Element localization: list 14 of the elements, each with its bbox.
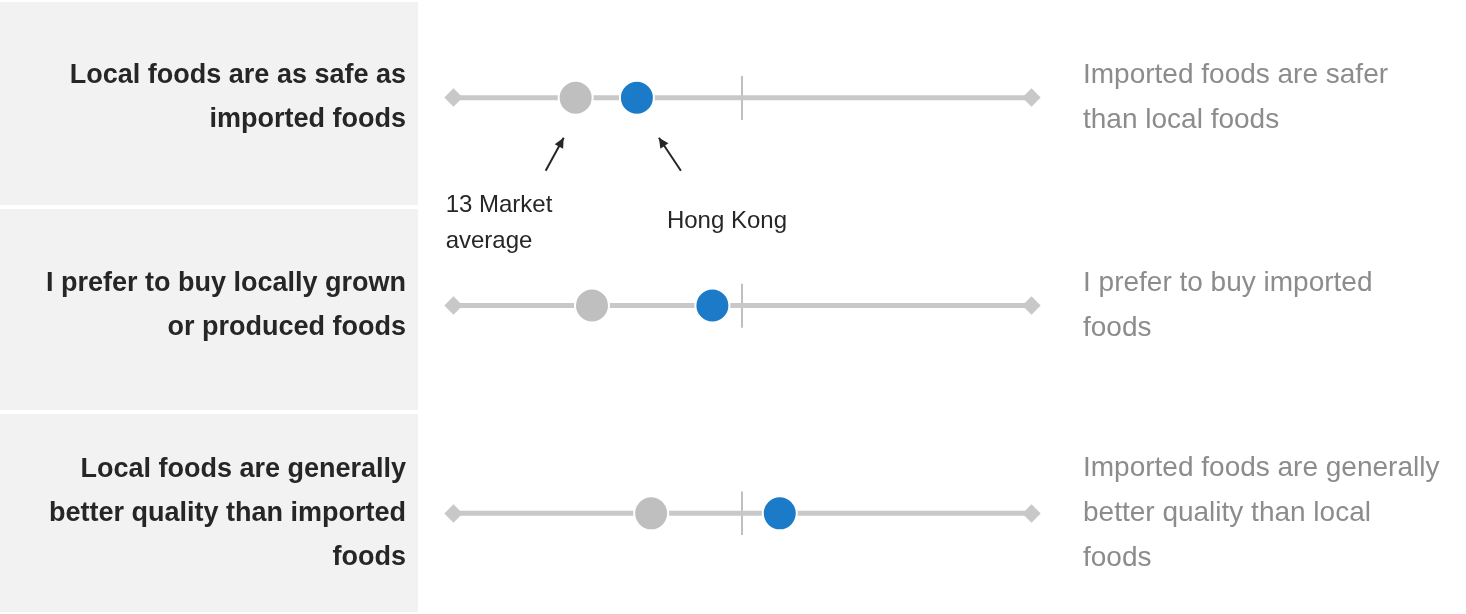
text: Hong Kong (666, 206, 787, 234)
point (618, 79, 655, 116)
y-tick-label: I prefer to buy locally grown or produced foods (45, 267, 406, 341)
y2-tick-label: Imported foods are safer than local foods (1083, 57, 1389, 134)
y2-tick-label: I prefer to buy imported foods (1083, 265, 1373, 342)
y-tick-label: Local foods are generally better quality than imported foods (48, 452, 406, 571)
y2-tick-label: Imported foods are generally better quality than local foods (1083, 451, 1440, 573)
point (573, 287, 610, 324)
point (761, 495, 798, 532)
point (557, 79, 594, 116)
point (633, 495, 670, 532)
text: 13 Market average (445, 190, 553, 254)
point (694, 287, 731, 324)
y-tick-label: Local foods are as safe as imported foods (69, 59, 406, 134)
